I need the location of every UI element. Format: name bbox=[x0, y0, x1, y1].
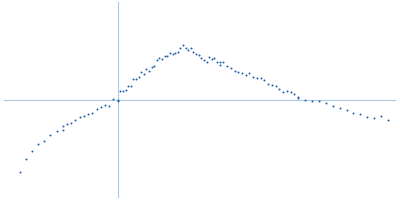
Point bbox=[174, 51, 181, 54]
Point bbox=[81, 114, 87, 117]
Point bbox=[110, 98, 117, 101]
Point bbox=[211, 57, 218, 60]
Point bbox=[190, 50, 197, 53]
Point bbox=[180, 44, 186, 47]
Point bbox=[130, 77, 136, 80]
Point bbox=[208, 57, 215, 61]
Point bbox=[193, 52, 199, 55]
Point bbox=[287, 90, 294, 94]
Point bbox=[309, 100, 315, 103]
Point bbox=[93, 107, 100, 110]
Point bbox=[122, 88, 129, 91]
Point bbox=[135, 75, 142, 78]
Point bbox=[196, 54, 202, 57]
Point bbox=[246, 72, 253, 75]
Point bbox=[154, 59, 160, 62]
Point bbox=[133, 77, 139, 80]
Point bbox=[72, 119, 79, 122]
Point bbox=[60, 128, 66, 131]
Point bbox=[280, 91, 286, 94]
Point bbox=[357, 113, 364, 116]
Point bbox=[224, 65, 230, 68]
Point bbox=[169, 52, 176, 55]
Point bbox=[159, 58, 165, 61]
Point bbox=[385, 119, 391, 122]
Point bbox=[316, 100, 322, 103]
Point bbox=[276, 87, 282, 90]
Point bbox=[143, 67, 150, 71]
Point bbox=[254, 77, 260, 80]
Point bbox=[242, 74, 249, 77]
Point bbox=[54, 129, 60, 133]
Point bbox=[284, 89, 290, 92]
Point bbox=[302, 98, 308, 101]
Point bbox=[336, 106, 343, 110]
Point bbox=[250, 76, 256, 79]
Point bbox=[231, 69, 238, 72]
Point bbox=[64, 122, 70, 125]
Point bbox=[60, 124, 66, 127]
Point bbox=[343, 108, 350, 111]
Point bbox=[114, 98, 121, 101]
Point bbox=[228, 67, 234, 70]
Point bbox=[117, 90, 124, 93]
Point bbox=[125, 84, 131, 87]
Point bbox=[239, 71, 245, 74]
Point bbox=[291, 93, 298, 96]
Point bbox=[295, 95, 301, 98]
Point bbox=[102, 103, 108, 107]
Point bbox=[138, 71, 144, 74]
Point bbox=[269, 83, 275, 86]
Point bbox=[114, 99, 121, 102]
Point bbox=[272, 84, 279, 87]
Point bbox=[106, 104, 112, 107]
Point bbox=[214, 60, 220, 63]
Point bbox=[47, 134, 54, 137]
Point bbox=[261, 78, 268, 81]
Point bbox=[164, 54, 170, 58]
Point bbox=[35, 143, 41, 146]
Point bbox=[141, 72, 147, 76]
Point bbox=[167, 52, 173, 55]
Point bbox=[258, 77, 264, 80]
Point bbox=[198, 56, 204, 60]
Point bbox=[98, 106, 104, 109]
Point bbox=[128, 84, 134, 87]
Point bbox=[76, 115, 83, 119]
Point bbox=[120, 89, 126, 92]
Point bbox=[89, 112, 96, 115]
Point bbox=[29, 149, 35, 152]
Point bbox=[23, 158, 29, 161]
Point bbox=[371, 116, 378, 120]
Point bbox=[156, 57, 163, 60]
Point bbox=[216, 63, 223, 67]
Point bbox=[188, 46, 194, 49]
Point bbox=[68, 122, 74, 125]
Point bbox=[172, 52, 178, 55]
Point bbox=[364, 115, 370, 119]
Point bbox=[235, 70, 242, 74]
Point bbox=[182, 47, 189, 50]
Point bbox=[206, 55, 212, 59]
Point bbox=[16, 171, 23, 174]
Point bbox=[350, 111, 357, 114]
Point bbox=[295, 96, 301, 99]
Point bbox=[322, 101, 329, 104]
Point bbox=[85, 112, 91, 115]
Point bbox=[185, 48, 192, 52]
Point bbox=[162, 55, 168, 58]
Point bbox=[265, 82, 271, 85]
Point bbox=[41, 139, 48, 143]
Point bbox=[177, 47, 184, 50]
Point bbox=[220, 60, 226, 63]
Point bbox=[203, 61, 210, 64]
Point bbox=[201, 58, 207, 61]
Point bbox=[330, 104, 336, 108]
Point bbox=[378, 115, 384, 118]
Point bbox=[146, 69, 152, 72]
Point bbox=[216, 61, 223, 64]
Point bbox=[148, 65, 155, 69]
Point bbox=[151, 64, 158, 68]
